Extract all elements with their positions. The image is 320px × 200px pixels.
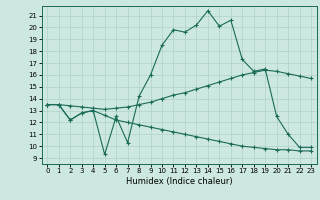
X-axis label: Humidex (Indice chaleur): Humidex (Indice chaleur): [126, 177, 233, 186]
